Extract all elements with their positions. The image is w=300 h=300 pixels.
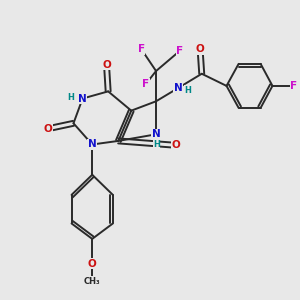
- Text: F: F: [142, 79, 149, 89]
- Text: O: O: [88, 259, 97, 269]
- Text: N: N: [88, 140, 97, 149]
- Text: F: F: [290, 81, 297, 91]
- Text: O: O: [196, 44, 205, 54]
- Text: O: O: [43, 124, 52, 134]
- Text: H: H: [67, 94, 74, 103]
- Text: N: N: [78, 94, 87, 103]
- Text: F: F: [176, 46, 183, 56]
- Text: N: N: [174, 83, 182, 93]
- Text: F: F: [138, 44, 145, 54]
- Text: O: O: [102, 60, 111, 70]
- Text: N: N: [152, 129, 161, 139]
- Text: O: O: [172, 140, 181, 150]
- Text: H: H: [153, 140, 160, 149]
- Text: CH₃: CH₃: [84, 277, 101, 286]
- Text: H: H: [184, 86, 191, 95]
